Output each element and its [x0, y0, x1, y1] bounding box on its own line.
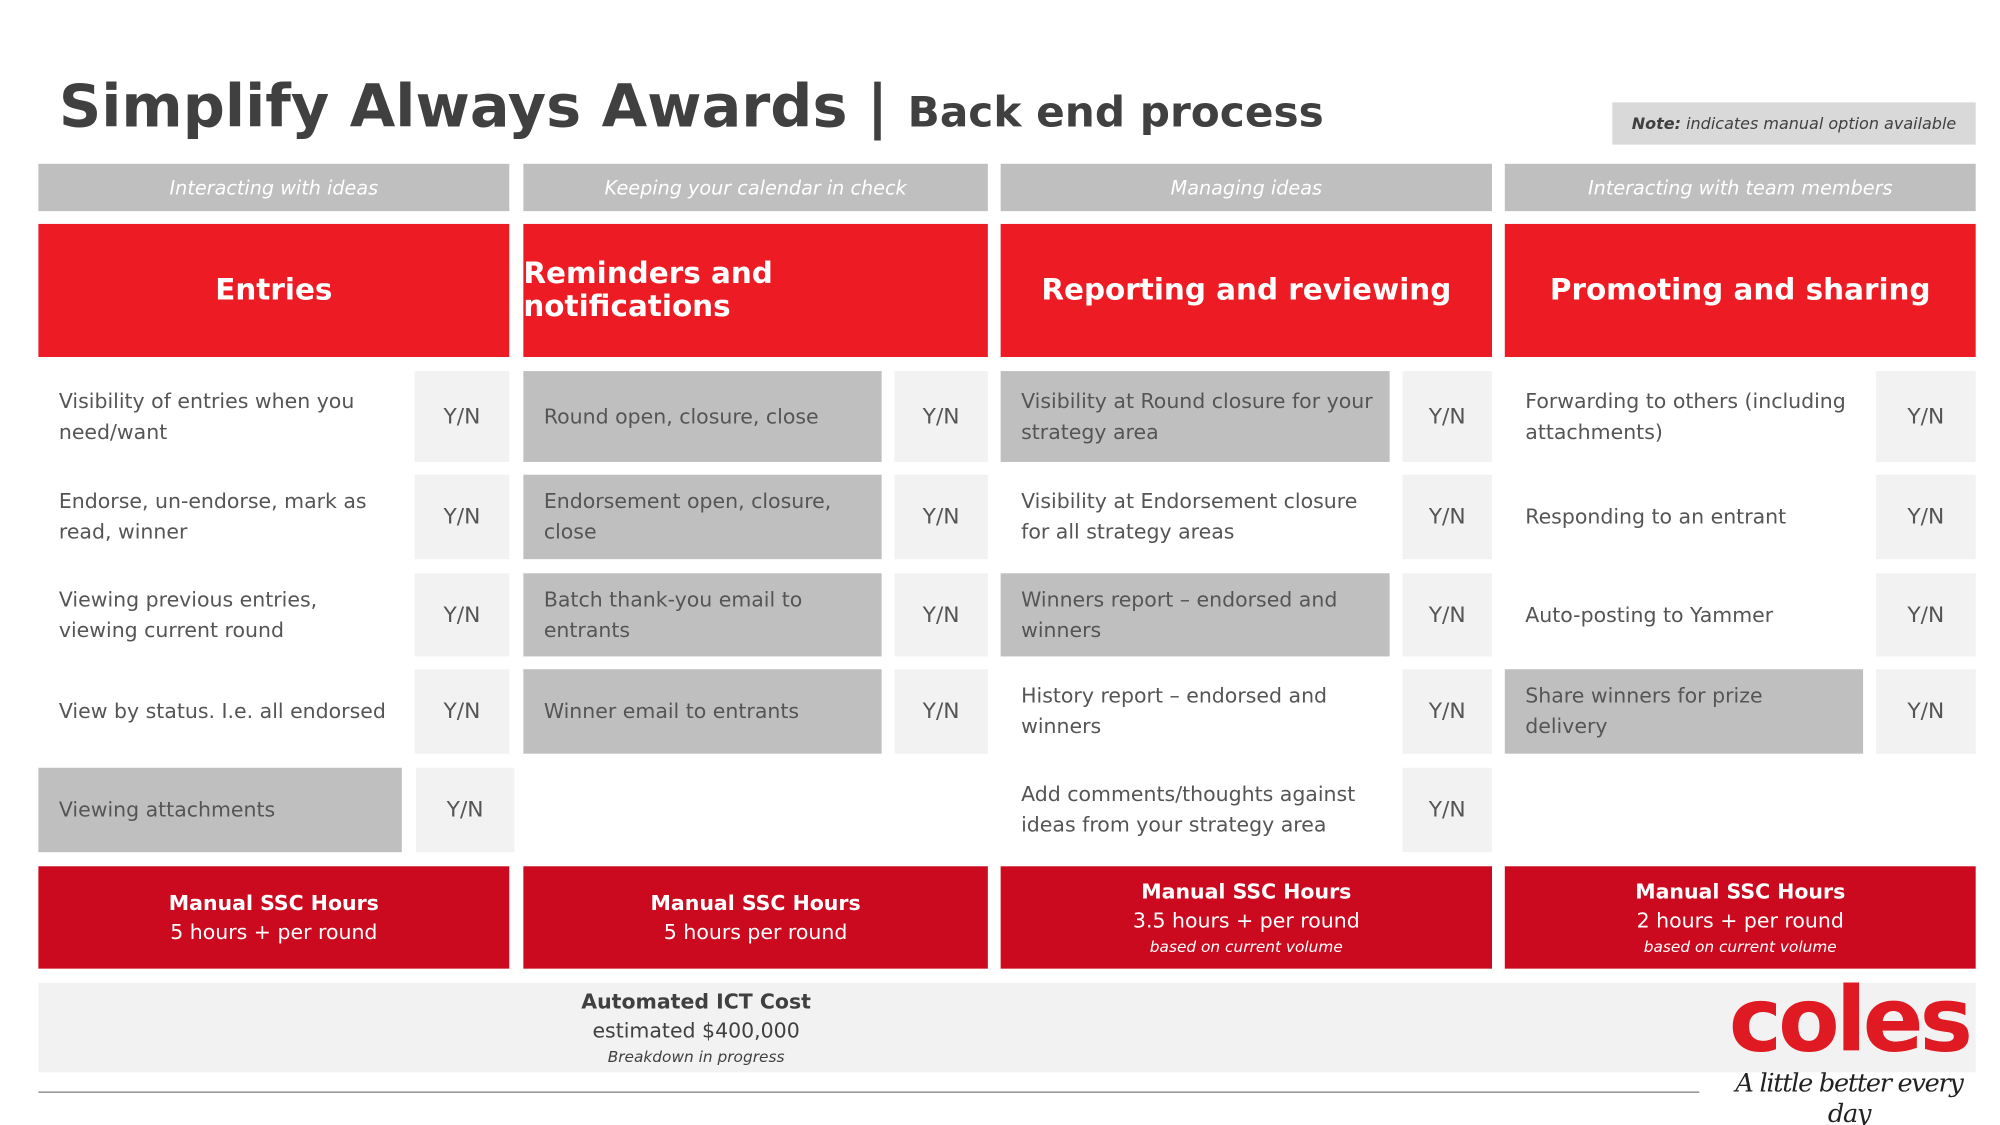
item: History report – endorsed and winners [1021, 683, 1328, 739]
hours-value: 5 hours per round [663, 919, 848, 944]
hours-value: 3.5 hours + per round [1132, 908, 1360, 933]
option-cell: Y/N [894, 371, 988, 462]
cost-amount: estimated $400,000 [592, 1018, 800, 1043]
hours-title: Manual SSC Hours [650, 889, 861, 915]
item: Endorse, un-endorse, mark as read, winne… [58, 488, 367, 544]
category-bar: Interacting with team members [1504, 163, 1976, 212]
option-cell: Y/N [1875, 474, 1976, 560]
hours-title: Manual SSC Hours [168, 889, 379, 915]
hours-note: based on current volume [1149, 937, 1343, 956]
option-cell: Y/N [894, 573, 988, 657]
note-text: indicates manual option available [1686, 113, 1957, 134]
title-divider: | [866, 71, 889, 141]
option-cell: Y/N [1402, 669, 1493, 754]
cost-content: Automated ICT Cost estimated $400,000 Br… [0, 987, 1665, 1069]
logo-tagline: A little better every day [1735, 1067, 1963, 1125]
column-heading: Reporting and reviewing [1000, 223, 1493, 358]
option-cell: Y/N [414, 371, 510, 462]
cost-title: Automated ICT Cost [581, 989, 811, 1014]
cost-box: Automated ICT Cost estimated $400,000 Br… [38, 982, 1976, 1073]
note-label: Note: [1631, 113, 1682, 134]
item: Visibility of entries when you need/want [58, 388, 355, 444]
logo: coles A little better every day [1715, 972, 1984, 1125]
manual-item: Endorsement open, closure, close [523, 474, 882, 560]
hours-box: Manual SSC Hours 5 hours per round [523, 866, 988, 969]
cost-note: Breakdown in progress [607, 1047, 785, 1066]
item: Auto-posting to Yammer [1525, 602, 1774, 627]
option-cell: Y/N [1402, 371, 1493, 462]
option-cell: Y/N [415, 767, 515, 853]
manual-item: Round open, closure, close [523, 371, 882, 462]
column-heading: Promoting and sharing [1504, 223, 1976, 358]
column-heading: Entries [38, 223, 510, 358]
manual-item: Visibility at Round closure for your str… [1000, 371, 1390, 462]
manual-item: Share winners for prize delivery [1504, 669, 1864, 754]
option-cell: Y/N [1875, 371, 1976, 462]
footer-rule [38, 1091, 1700, 1093]
manual-item: Winners report – endorsed and winners [1000, 573, 1390, 657]
category-bar: Keeping your calendar in check [523, 163, 988, 212]
item: Forwarding to others (including attachme… [1525, 388, 1846, 444]
hours-title: Manual SSC Hours [1635, 879, 1846, 904]
item: Viewing previous entries, viewing curren… [58, 586, 318, 642]
manual-item: Batch thank-you email to entrants [523, 573, 882, 657]
category-bar: Managing ideas [1000, 163, 1493, 212]
hours-value: 2 hours + per round [1636, 908, 1844, 933]
option-cell: Y/N [1875, 573, 1976, 657]
manual-item: Viewing attachments [38, 767, 402, 853]
hours-value: 5 hours + per round [170, 919, 378, 944]
item: Visibility at Endorsement closure for al… [1021, 488, 1358, 544]
item: Responding to an entrant [1525, 504, 1787, 529]
title-row: Simplify Always Awards | Back end proces… [59, 72, 1324, 141]
option-cell: Y/N [894, 669, 988, 754]
option-cell: Y/N [414, 573, 510, 657]
item: Add comments/thoughts against ideas from… [1021, 781, 1356, 837]
option-cell: Y/N [414, 474, 510, 560]
hours-box: Manual SSC Hours 3.5 hours + per round bas… [1000, 866, 1493, 969]
hours-box: Manual SSC Hours 5 hours + per round [38, 866, 510, 969]
logo-brand: coles [1728, 967, 1973, 1073]
option-cell: Y/N [1402, 573, 1493, 657]
manual-item: Winner email to entrants [523, 669, 882, 754]
item: View by status. I.e. all endorsed [58, 698, 386, 723]
hours-title: Manual SSC Hours [1141, 879, 1352, 904]
note-box: Note: indicates manual option available [1612, 102, 1976, 145]
column-heading: Reminders and notifications [523, 223, 988, 358]
hours-note: based on current volume [1643, 937, 1837, 956]
option-cell: Y/N [1402, 767, 1493, 853]
option-cell: Y/N [414, 669, 510, 754]
option-cell: Y/N [894, 474, 988, 560]
subtitle: Back end process [907, 87, 1324, 137]
category-bar: Interacting with ideas [38, 163, 510, 212]
hours-box: Manual SSC Hours 2 hours + per round based… [1504, 866, 1976, 969]
option-cell: Y/N [1402, 474, 1493, 560]
option-cell: Y/N [1875, 669, 1976, 754]
title: Simplify Always Awards [58, 71, 848, 141]
